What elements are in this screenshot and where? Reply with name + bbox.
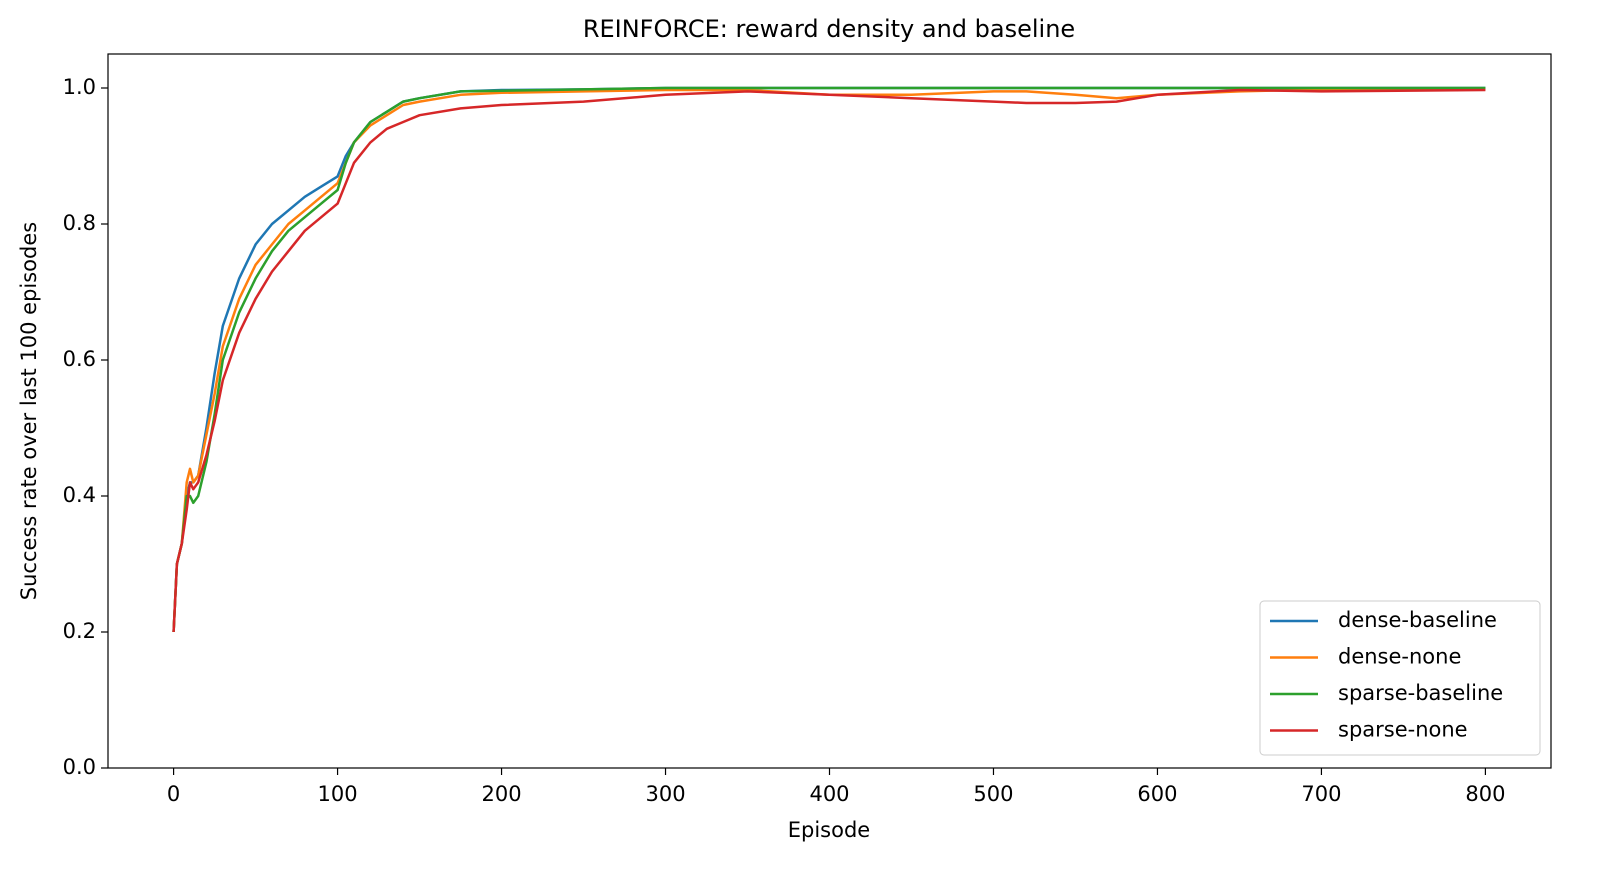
y-tick-label: 0.4	[63, 483, 96, 507]
chart-title: REINFORCE: reward density and baseline	[583, 15, 1075, 43]
x-tick-label: 100	[318, 782, 358, 806]
y-tick-label: 0.6	[63, 347, 96, 371]
y-tick-label: 1.0	[63, 75, 96, 99]
x-tick-label: 600	[1137, 782, 1177, 806]
x-tick-label: 300	[645, 782, 685, 806]
plot-frame	[107, 53, 1552, 769]
x-tick-label: 200	[481, 782, 521, 806]
x-tick-label: 700	[1301, 782, 1341, 806]
legend-label: dense-none	[1338, 645, 1461, 669]
legend-label: sparse-none	[1338, 718, 1468, 742]
x-tick-label: 0	[167, 782, 180, 806]
legend-label: dense-baseline	[1338, 608, 1497, 632]
series-line	[172, 86, 1486, 633]
x-axis-label: Episode	[788, 818, 870, 842]
x-tick-label: 400	[809, 782, 849, 806]
series-line	[172, 88, 1486, 633]
series-line	[172, 86, 1486, 633]
series-line	[172, 88, 1486, 633]
y-tick-label: 0.8	[63, 211, 96, 235]
y-tick-label: 0.2	[63, 619, 96, 643]
x-tick-label: 500	[973, 782, 1013, 806]
y-axis-label: Success rate over last 100 episodes	[17, 222, 41, 600]
x-tick-label: 800	[1465, 782, 1505, 806]
y-tick-label: 0.0	[63, 755, 96, 779]
legend-box	[1259, 600, 1541, 756]
legend-label: sparse-baseline	[1338, 681, 1503, 705]
